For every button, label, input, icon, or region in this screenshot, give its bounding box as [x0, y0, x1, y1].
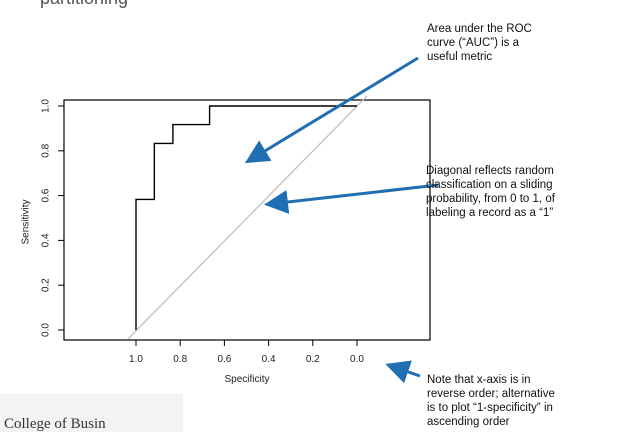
y-axis-title: Sensitivity — [21, 199, 32, 244]
cutoff-slide-title: partitioning — [0, 0, 618, 10]
axis-annotation-line-2: reverse order; alternative — [427, 388, 555, 400]
cutoff-title-text: partitioning — [40, 0, 128, 9]
axis-note-arrow — [385, 360, 421, 384]
y-tick-label: 1.0 — [41, 99, 52, 113]
x-tick-label: 0.2 — [306, 354, 320, 365]
axis-annotation-line-3: is to plot “1-specificity” in — [427, 402, 553, 414]
diagonal-annotation-line-4: labeling a record as a “1” — [426, 207, 554, 219]
auc-annotation-line-1: Area under the ROC — [427, 23, 532, 35]
auc-arrow — [244, 56, 419, 164]
diagonal-reference-line — [127, 95, 368, 340]
footer-text: College of Busin — [4, 416, 106, 432]
diagonal-arrow — [264, 183, 439, 214]
auc-annotation-line-3: useful metric — [427, 51, 493, 63]
axis-annotation-line-1: Note that x-axis is in — [427, 374, 531, 386]
y-tick-label: 0.0 — [41, 323, 52, 337]
x-tick-label: 0.4 — [262, 354, 276, 365]
diagonal-annotation: Diagonal reflects random classification … — [426, 164, 555, 220]
plot-frame — [63, 99, 431, 341]
y-tick-label: 0.8 — [41, 143, 52, 157]
axis-annotation-line-4: ascending order — [427, 416, 510, 428]
x-tick-label: 1.0 — [129, 354, 143, 365]
y-tick-label: 0.6 — [41, 188, 52, 202]
auc-annotation: Area under the ROC curve (“AUC”) is a us… — [427, 22, 532, 64]
y-tick-label: 0.2 — [41, 278, 52, 292]
diagonal-annotation-line-1: Diagonal reflects random — [426, 165, 554, 177]
x-tick-label: 0.8 — [173, 354, 187, 365]
x-tick-label: 0.0 — [350, 354, 364, 365]
x-axis-title: Specificity — [224, 374, 269, 385]
axis-annotation: Note that x-axis is in reverse order; al… — [427, 373, 555, 429]
y-tick-label: 0.4 — [41, 233, 52, 247]
auc-annotation-line-2: curve (“AUC”) is a — [427, 37, 520, 49]
diagonal-annotation-line-3: probability, from 0 to 1, of — [426, 193, 555, 205]
x-tick-label: 0.6 — [217, 354, 231, 365]
footer-college-banner: College of Busin — [0, 394, 183, 432]
roc-curve-line — [135, 105, 357, 330]
diagonal-annotation-line-2: classification on a sliding — [426, 179, 553, 191]
